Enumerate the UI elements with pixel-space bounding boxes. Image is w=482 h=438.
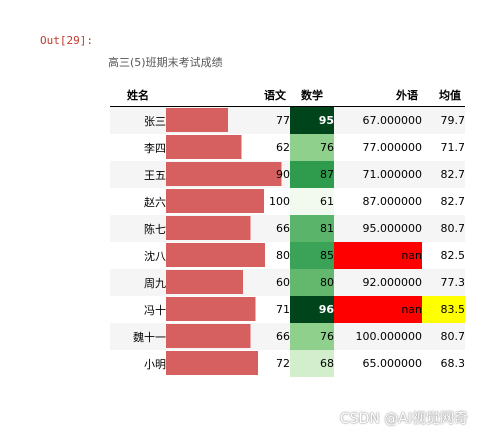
watermark: CSDN @AI视觉网奇 (339, 411, 468, 427)
cell-yuwen-bar: 77 (166, 106, 290, 134)
cell-waiyu: nan (334, 242, 422, 269)
cell-yuwen-bar: 62 (166, 134, 290, 161)
cell-name: 冯十 (144, 303, 166, 317)
cell-junzhi: 82.7 (440, 195, 466, 208)
cell-junzhi: 79.7 (440, 114, 466, 127)
cell-yuwen-bar: 66 (166, 215, 290, 242)
table-row: 陈七 66 81 95.000000 80.7 (110, 215, 465, 242)
table-row: 魏十一 66 76 100.000000 80.7 (110, 323, 465, 350)
cell-shuxue: 80 (290, 269, 334, 296)
cell-name: 张三 (144, 114, 166, 128)
cell-waiyu: 87.000000 (362, 195, 423, 208)
cell-yuwen-bar: 66 (166, 323, 290, 350)
table-row: 冯十 71 96 nan 83.5 (110, 296, 465, 323)
header-waiyu: 外语 (334, 84, 422, 107)
cell-name: 小明 (144, 357, 166, 371)
cell-waiyu: 100.000000 (355, 330, 422, 343)
cell-name: 周九 (144, 276, 166, 290)
cell-waiyu: nan (334, 296, 422, 323)
cell-shuxue: 61 (290, 188, 334, 215)
cell-junzhi: 68.3 (440, 357, 466, 370)
cell-yuwen-bar: 100 (166, 188, 290, 215)
cell-junzhi: 83.5 (422, 296, 465, 323)
cell-junzhi: 77.3 (440, 276, 466, 289)
cell-name: 魏十一 (133, 330, 166, 344)
cell-yuwen-bar: 72 (166, 350, 290, 377)
cell-name: 王五 (144, 168, 166, 182)
table-body: 张三 77 95 67.000000 79.7 李四 62 76 77.000000 71.7 王五… (110, 106, 466, 377)
table-row: 李四 62 76 77.000000 71.7 (110, 134, 465, 161)
table-row: 小明 72 68 65.000000 68.3 (110, 350, 465, 377)
cell-name: 沈八 (144, 249, 166, 263)
cell-name: 赵六 (144, 195, 166, 209)
cell-waiyu: 95.000000 (362, 222, 423, 235)
header-yuwen: 语文 (166, 84, 290, 107)
cell-junzhi: 71.7 (440, 141, 466, 154)
cell-shuxue: 87 (290, 161, 334, 188)
cell-yuwen-bar: 90 (166, 161, 290, 188)
table-row: 张三 77 95 67.000000 79.7 (110, 106, 466, 134)
cell-name: 陈七 (144, 222, 166, 236)
header-shuxue: 数学 (290, 84, 334, 107)
table-row: 周九 60 80 92.000000 77.3 (110, 269, 465, 296)
table-row: 王五 90 87 71.000000 82.7 (110, 161, 465, 188)
table-caption: 高三(5)班期末考试成绩 (108, 56, 223, 69)
cell-shuxue: 68 (290, 350, 334, 377)
cell-shuxue: 81 (290, 215, 334, 242)
cell-waiyu: 92.000000 (362, 276, 423, 289)
cell-shuxue: 95 (290, 106, 334, 134)
cell-shuxue: 85 (290, 242, 334, 269)
cell-junzhi: 82.5 (440, 249, 466, 262)
cell-junzhi: 80.7 (440, 222, 466, 235)
cell-yuwen-bar: 71 (166, 296, 290, 323)
output-prompt: Out[29]: (40, 34, 93, 47)
cell-waiyu: 65.000000 (362, 357, 423, 370)
table-row: 赵六 100 61 87.000000 82.7 (110, 188, 465, 215)
cell-yuwen-bar: 80 (166, 242, 290, 269)
cell-shuxue: 96 (290, 296, 334, 323)
cell-waiyu: 67.000000 (362, 114, 423, 127)
header-name: 姓名 (110, 84, 166, 107)
header-junzhi: 均值 (422, 84, 465, 107)
cell-waiyu: 77.000000 (362, 141, 423, 154)
cell-waiyu: 71.000000 (362, 168, 423, 181)
cell-shuxue: 76 (290, 134, 334, 161)
cell-junzhi: 80.7 (440, 330, 466, 343)
cell-shuxue: 76 (290, 323, 334, 350)
table-row: 沈八 80 85 nan 82.5 (110, 242, 465, 269)
dataframe-table: 姓名 语文 数学 外语 均值 张三 77 95 67.000000 79.7 李四 62 76… (110, 84, 465, 377)
cell-junzhi: 82.7 (440, 168, 466, 181)
cell-yuwen-bar: 60 (166, 269, 290, 296)
table-header-row: 姓名 语文 数学 外语 均值 (110, 84, 465, 107)
cell-name: 李四 (144, 141, 166, 155)
